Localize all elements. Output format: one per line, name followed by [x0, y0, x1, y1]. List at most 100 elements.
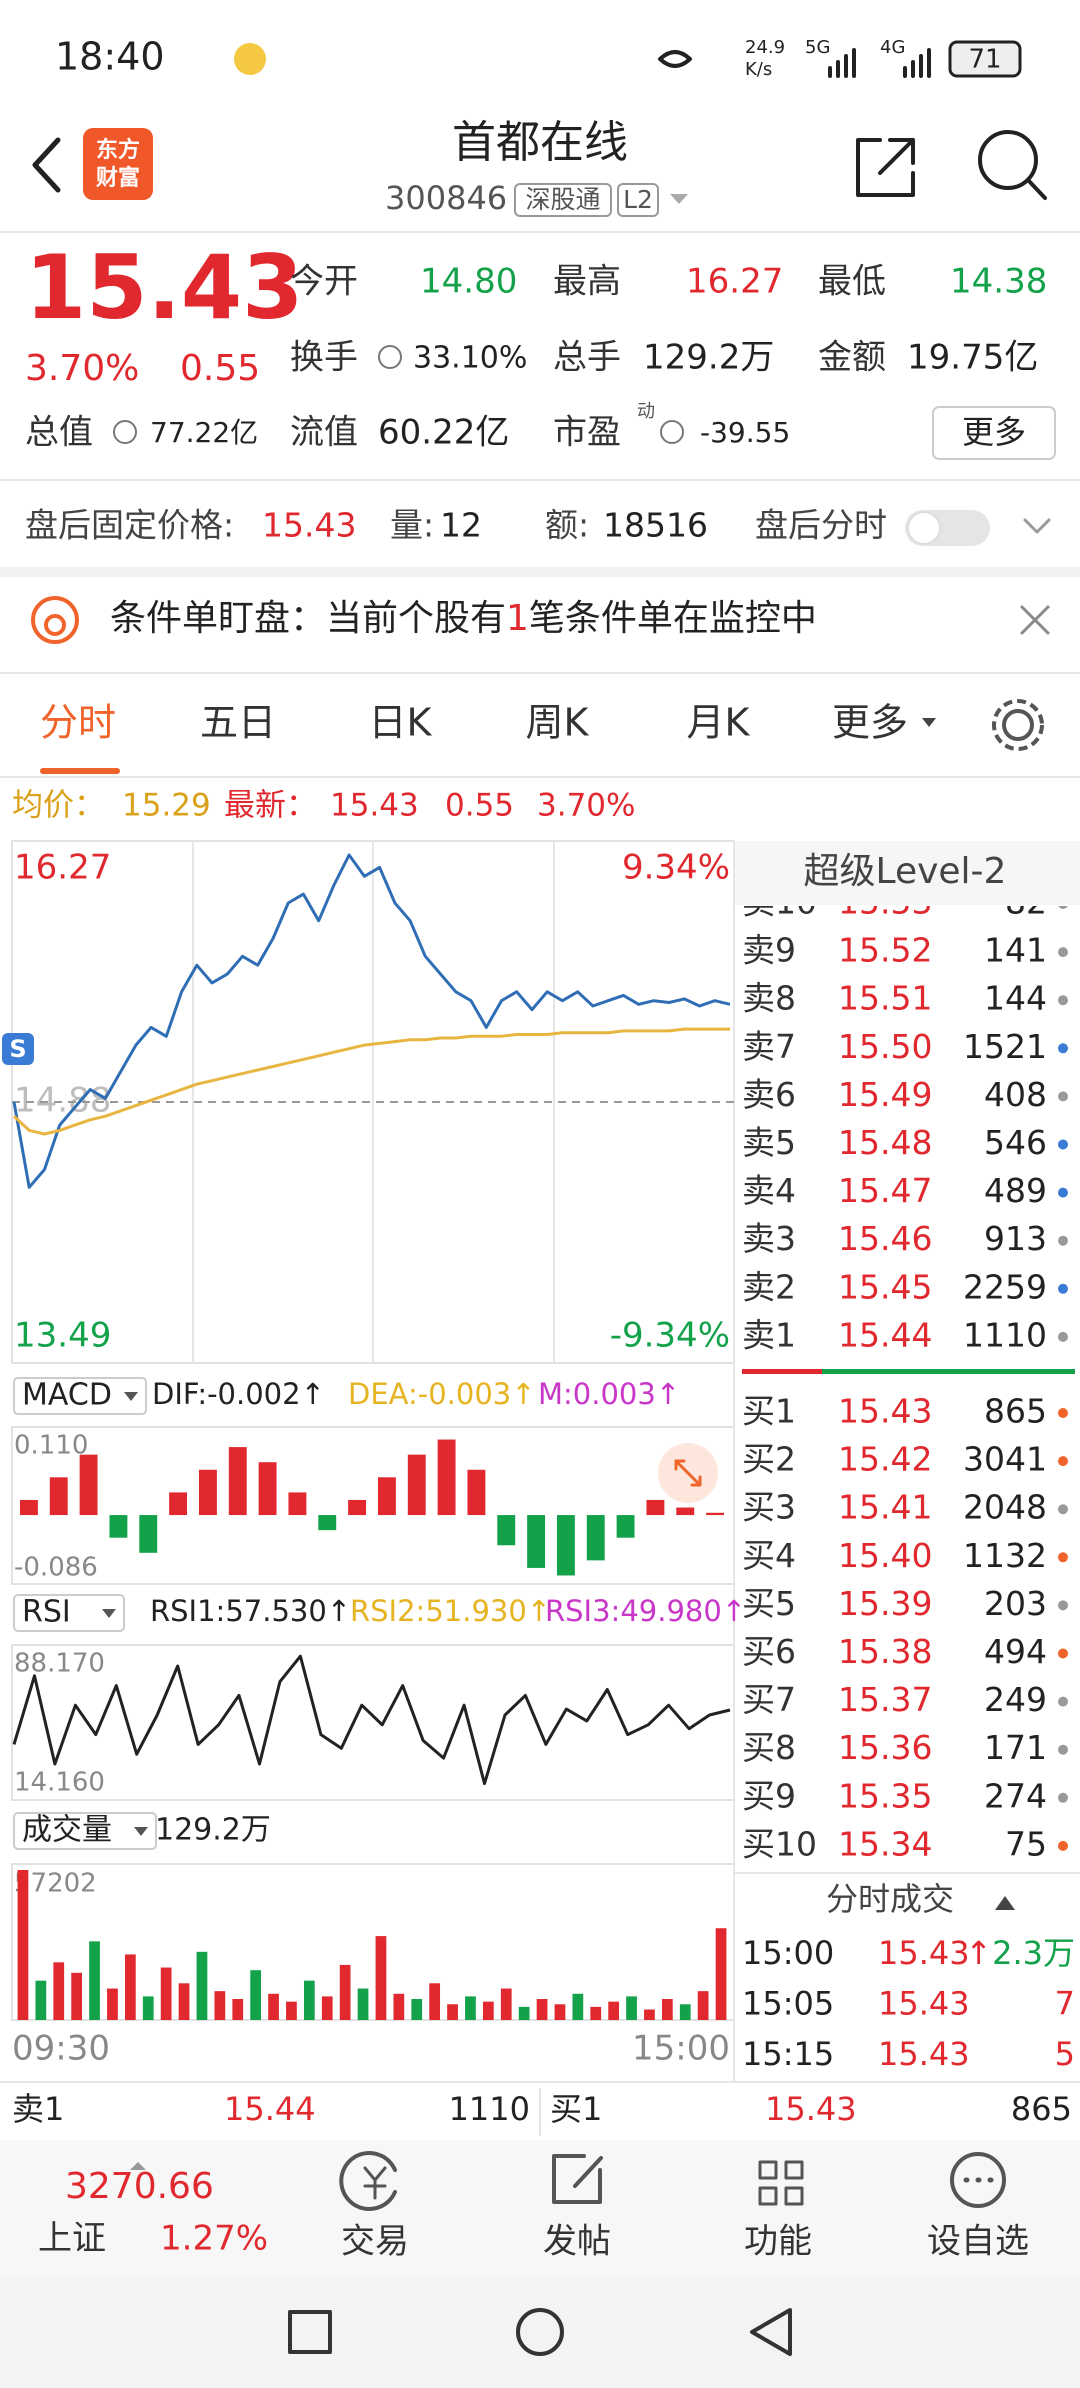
- nav-item[interactable]: 交易: [341, 2222, 409, 2262]
- search-button[interactable]: [978, 130, 1047, 200]
- ask-volume: 1110: [449, 2090, 530, 2128]
- app-logo: [83, 128, 153, 200]
- after-hours-amount: 18516: [603, 506, 708, 545]
- order-label: 卖4: [742, 1171, 796, 1210]
- search-icon: [1026, 178, 1047, 200]
- nav-item[interactable]: 发帖: [543, 2222, 611, 2262]
- bar: [71, 1972, 83, 2020]
- tab[interactable]: 更多: [832, 701, 908, 745]
- stat-value: 14.80: [420, 262, 517, 302]
- order-dot: [1058, 995, 1068, 1006]
- bar: [35, 1980, 47, 2020]
- bar: [160, 1967, 172, 2020]
- order-label: 卖8: [742, 979, 796, 1018]
- change: 0.55: [180, 348, 260, 389]
- order-price: 15.41: [838, 1488, 932, 1527]
- tab[interactable]: 月K: [687, 701, 751, 745]
- post-icon: [552, 2154, 603, 2204]
- bar: [661, 1999, 673, 2020]
- bar: [554, 2004, 566, 2020]
- order-price: 15.52: [838, 931, 932, 970]
- index-value: 3270.66: [65, 2166, 214, 2207]
- bar: [321, 1996, 333, 2020]
- order-book: 卖10 15.53 82 卖9 15.52 141 卖8 15.51 144 卖7 15.50 152…: [742, 906, 1068, 1863]
- stat-value: 129.2万: [643, 338, 774, 378]
- stat-value: 77.22亿: [150, 416, 258, 449]
- order-volume: 408: [984, 1075, 1047, 1114]
- bar: [429, 1983, 441, 2020]
- index-name: 上证: [38, 2219, 106, 2259]
- badge-text: L2: [623, 185, 653, 214]
- indicator-value: DIF:-0.002↑: [152, 1377, 325, 1411]
- home-button[interactable]: [516, 2308, 564, 2356]
- bar: [198, 1469, 217, 1516]
- y-tick-label: 14.160: [14, 1768, 105, 1798]
- nav-item[interactable]: 功能: [744, 2222, 812, 2262]
- avg-value: 15.29: [122, 788, 211, 824]
- watchlist-icon: [950, 2152, 1006, 2208]
- order-price: 15.49: [838, 1075, 932, 1114]
- order-price: 15.44: [838, 1315, 932, 1354]
- order-price: 15.38: [838, 1632, 932, 1671]
- settings-button[interactable]: [992, 699, 1044, 751]
- indicator-selector[interactable]: [13, 1812, 157, 1850]
- recent-button[interactable]: [288, 2310, 332, 2354]
- bar: [679, 2004, 691, 2020]
- order-dot: [1058, 1600, 1068, 1611]
- eye-icon: [658, 50, 692, 68]
- bar: [500, 1988, 512, 2020]
- indicator-selector[interactable]: [13, 1594, 125, 1632]
- bar: [616, 1515, 635, 1538]
- dropdown-arrow: [922, 718, 936, 727]
- indicator-selector[interactable]: [13, 1377, 147, 1415]
- last-value: 15.43: [330, 788, 419, 824]
- bar: [214, 1991, 226, 2020]
- trade-time: 15:15: [742, 2035, 834, 2073]
- y-tick-label: 0.110: [14, 1431, 88, 1461]
- order-label: 卖6: [742, 1075, 796, 1114]
- tab[interactable]: 日K: [369, 701, 433, 745]
- indicator-value: RSI3:49.980↑: [545, 1594, 746, 1628]
- after-hours-label: 盘后固定价格:: [25, 506, 234, 545]
- trade-volume-value: 2.3万: [992, 1934, 1075, 1972]
- more-button[interactable]: [932, 406, 1056, 460]
- indicator-title: MACD: [22, 1378, 112, 1413]
- indicator-value: RSI1:57.530↑: [150, 1594, 351, 1628]
- banner-text-part: 笔条件单在监控中: [529, 598, 817, 639]
- back-nav-button[interactable]: [750, 2308, 792, 2356]
- status-icon: [234, 43, 266, 75]
- tab[interactable]: 分时: [40, 701, 116, 745]
- signal-bars: [828, 48, 856, 78]
- order-volume: 1110: [963, 1315, 1047, 1354]
- banner-text-part: 条件单盯盘：当前个股有: [110, 598, 506, 639]
- order-price: 15.47: [838, 1171, 932, 1210]
- order-volume: 1132: [963, 1536, 1047, 1575]
- order-price: 15.42: [838, 1440, 932, 1479]
- badge: [2, 1033, 34, 1065]
- dropdown-arrow: [102, 1609, 116, 1618]
- order-price: 15.48: [838, 1123, 932, 1162]
- trade-time: 15:05: [742, 1985, 834, 2023]
- after-hours-price: 15.43: [262, 506, 356, 545]
- info-icon: [660, 420, 684, 444]
- indicator-value: M:0.003↑: [538, 1377, 680, 1411]
- bar: [527, 1515, 546, 1568]
- ratio-bar-bid: [822, 1369, 1075, 1374]
- order-dot: [1058, 1043, 1068, 1054]
- change-value: 0.55: [445, 788, 514, 824]
- bid-volume: 865: [1011, 2090, 1072, 2128]
- tab[interactable]: 周K: [526, 701, 590, 745]
- nav-item[interactable]: 设自选: [927, 2222, 1029, 2262]
- ratio-bar-ask: [742, 1369, 822, 1374]
- banner-count: 1: [506, 598, 529, 639]
- bar: [268, 1993, 279, 2020]
- bar: [318, 1515, 337, 1531]
- stat-label: 最低: [818, 262, 886, 302]
- series-line: [12, 1654, 731, 1786]
- banner-icon: [44, 614, 66, 636]
- close-button[interactable]: [1020, 605, 1050, 635]
- back-button[interactable]: [32, 137, 61, 193]
- tab[interactable]: 五日: [200, 701, 276, 745]
- share-button[interactable]: [856, 138, 915, 197]
